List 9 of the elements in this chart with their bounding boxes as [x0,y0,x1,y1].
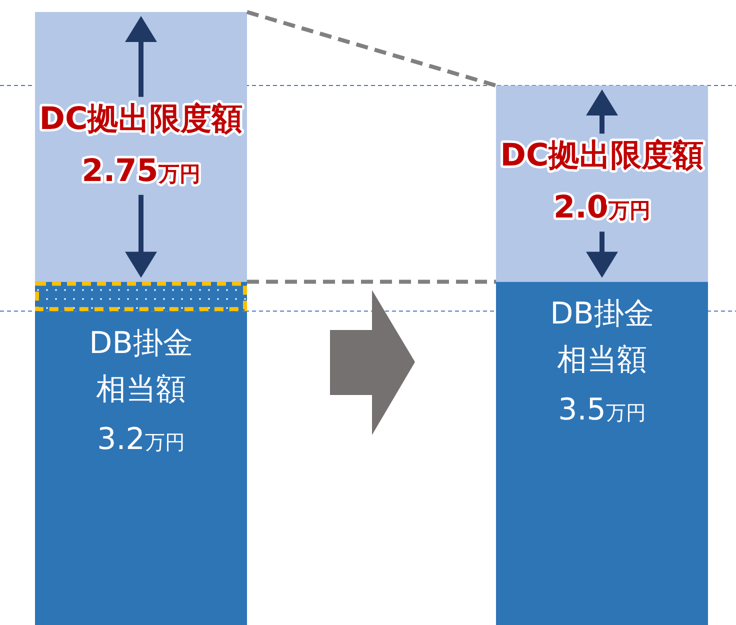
series-label: DC拠出限度額 [39,100,243,137]
data-label: 2.0万円 [554,190,650,226]
data-label: 3.2万円 [97,422,185,458]
text: DC拠出限度額 [500,138,704,174]
data-label: 2.75万円 [82,152,200,189]
text: DB掛金相当額 [550,296,654,378]
series-label: DB掛金相当額 [89,326,193,408]
bar [496,282,708,625]
data-label: 3.5万円 [558,392,646,428]
